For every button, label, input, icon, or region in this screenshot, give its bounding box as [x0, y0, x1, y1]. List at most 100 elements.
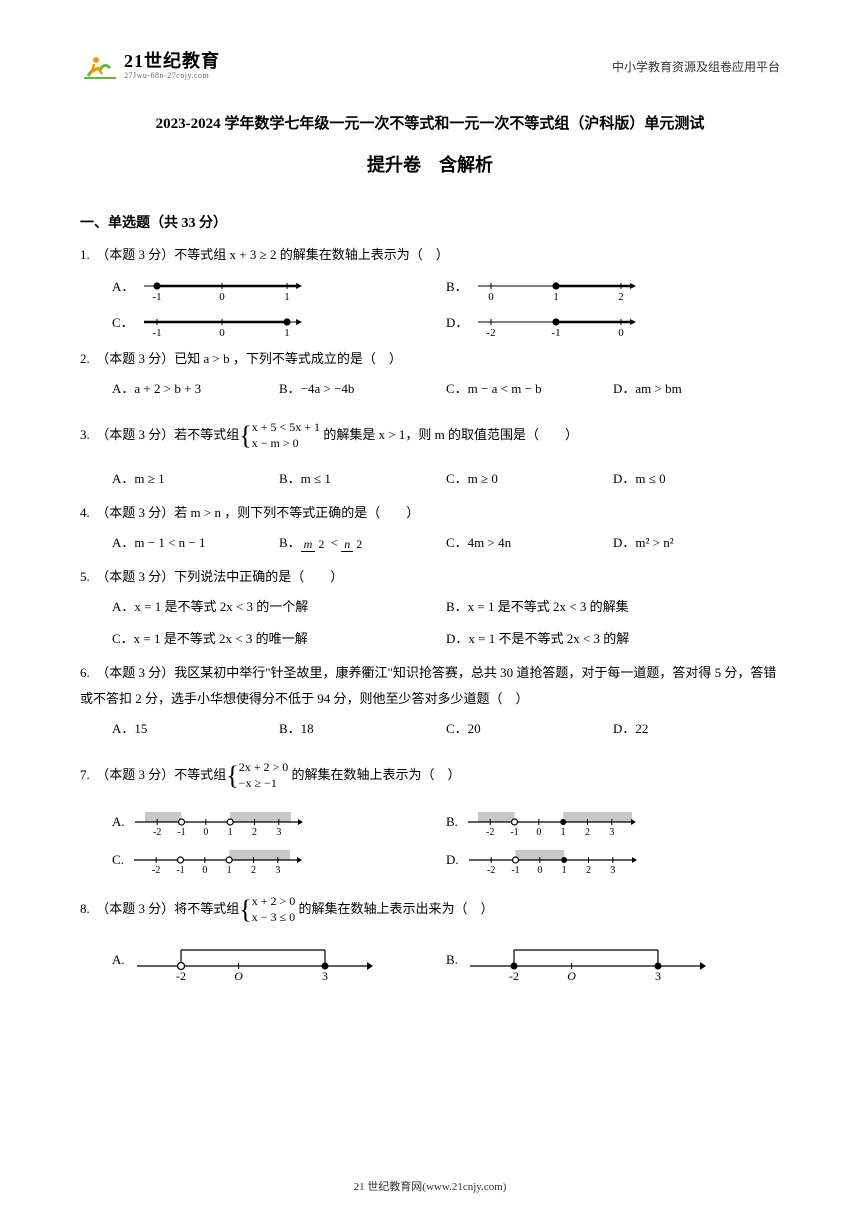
svg-text:0: 0 — [203, 827, 208, 838]
option: A．m − 1 < n − 1 — [112, 530, 279, 556]
svg-text:1: 1 — [284, 327, 290, 338]
svg-text:2: 2 — [618, 291, 624, 302]
logo: 21世纪教育 27Jwu-68n-27cnjy.com — [80, 50, 220, 82]
question-text: 4. （本题 3 分）若 m > n ，则下列不等式正确的是（ ） — [80, 500, 780, 526]
option: B．m2 < n2 — [279, 530, 446, 556]
numberline-q1b: 0 1 2 — [476, 272, 636, 302]
svg-text:-1: -1 — [177, 827, 185, 838]
option: B．m ≤ 1 — [279, 466, 446, 492]
option: B．x = 1 是不等式 2x < 3 的解集 — [446, 594, 780, 620]
exam-subtitle: 提升卷 含解析 — [80, 151, 780, 177]
svg-text:3: 3 — [609, 827, 614, 838]
numberline-q1d: -2 -1 0 — [476, 308, 636, 338]
svg-text:3: 3 — [322, 969, 328, 980]
svg-text:-2: -2 — [152, 865, 160, 876]
svg-text:1: 1 — [227, 865, 232, 876]
svg-text:O: O — [567, 969, 576, 980]
option: B．−4a > −4b — [279, 376, 446, 402]
question-8: 8. （本题 3 分）将不等式组{x + 2 > 0x − 3 ≤ 0 的解集在… — [80, 884, 780, 980]
option-label: B. — [446, 947, 458, 973]
svg-text:0: 0 — [202, 865, 207, 876]
numberline-q8a: -2 O 3 — [133, 940, 373, 980]
numberline-q8b: -2O3 — [466, 940, 706, 980]
question-7: 7. （本题 3 分）不等式组{2x + 2 > 0−x ≥ −1 的解集在数轴… — [80, 750, 780, 876]
svg-text:0: 0 — [220, 291, 226, 302]
svg-text:2: 2 — [252, 827, 257, 838]
svg-text:0: 0 — [537, 865, 542, 876]
svg-text:2: 2 — [585, 827, 590, 838]
logo-icon — [80, 50, 120, 82]
option: D．x = 1 不是不等式 2x < 3 的解 — [446, 626, 780, 652]
option-label: D． — [446, 310, 468, 336]
numberline-q7d: -2-10123 — [467, 844, 637, 876]
svg-text:0: 0 — [619, 327, 625, 338]
svg-text:-2: -2 — [487, 327, 496, 338]
svg-text:0: 0 — [219, 327, 225, 338]
option-label: C. — [112, 847, 124, 873]
svg-text:0: 0 — [488, 291, 494, 302]
svg-text:1: 1 — [553, 291, 559, 302]
svg-text:1: 1 — [227, 827, 232, 838]
svg-text:3: 3 — [655, 969, 661, 980]
option-label: B． — [446, 274, 468, 300]
numberline-q7a: -2 -1 0 1 2 3 — [133, 806, 303, 838]
question-4: 4. （本题 3 分）若 m > n ，则下列不等式正确的是（ ） A．m − … — [80, 500, 780, 556]
svg-text:-2: -2 — [153, 827, 161, 838]
svg-text:-1: -1 — [176, 865, 184, 876]
svg-text:3: 3 — [276, 827, 281, 838]
option: C．20 — [446, 716, 613, 742]
svg-text:-1: -1 — [510, 827, 518, 838]
option: A．m ≥ 1 — [112, 466, 279, 492]
svg-text:2: 2 — [586, 865, 591, 876]
svg-text:O: O — [234, 969, 243, 980]
question-text: 5. （本题 3 分）下列说法中正确的是（ ） — [80, 564, 780, 590]
svg-text:3: 3 — [275, 865, 280, 876]
svg-text:0: 0 — [536, 827, 541, 838]
option-label: C． — [112, 310, 134, 336]
question-text: 7. （本题 3 分）不等式组{2x + 2 > 0−x ≥ −1 的解集在数轴… — [80, 750, 780, 802]
question-1: 1. （本题 3 分）不等式组 x + 3 ≥ 2 的解集在数轴上表示为（ ） … — [80, 242, 780, 338]
option-label: A. — [112, 809, 125, 835]
question-text: 2. （本题 3 分）已知 a > b ，下列不等式成立的是（ ） — [80, 346, 780, 372]
option: A．a + 2 > b + 3 — [112, 376, 279, 402]
logo-url: 27Jwu-68n-27cnjy.com — [124, 72, 220, 81]
logo-text: 21世纪教育 — [124, 52, 220, 72]
option: C．4m > 4n — [446, 530, 613, 556]
svg-text:-2: -2 — [176, 969, 186, 980]
svg-text:-1: -1 — [153, 291, 162, 302]
option: C．x = 1 是不等式 2x < 3 的唯一解 — [112, 626, 446, 652]
option: C．m − a < m − b — [446, 376, 613, 402]
option: D．m ≤ 0 — [613, 466, 780, 492]
question-text: 1. （本题 3 分）不等式组 x + 3 ≥ 2 的解集在数轴上表示为（ ） — [80, 242, 780, 268]
question-6: 6. （本题 3 分）我区某初中举行"针圣故里，康养衢江"知识抢答赛，总共 30… — [80, 660, 780, 742]
option: A．x = 1 是不等式 2x < 3 的一个解 — [112, 594, 446, 620]
svg-text:1: 1 — [285, 291, 291, 302]
svg-text:-2: -2 — [487, 865, 495, 876]
option-label: A. — [112, 947, 125, 973]
question-text: 8. （本题 3 分）将不等式组{x + 2 > 0x − 3 ≤ 0 的解集在… — [80, 884, 780, 936]
option: C．m ≥ 0 — [446, 466, 613, 492]
option: D．m² > n² — [613, 530, 780, 556]
svg-text:-1: -1 — [152, 327, 161, 338]
numberline-q1a: -1 0 1 — [142, 272, 302, 302]
question-2: 2. （本题 3 分）已知 a > b ，下列不等式成立的是（ ） A．a + … — [80, 346, 780, 402]
question-3: 3. （本题 3 分）若不等式组{x + 5 < 5x + 1x − m > 0… — [80, 410, 780, 492]
svg-text:1: 1 — [561, 827, 566, 838]
numberline-q1c: -1 0 1 — [142, 308, 302, 338]
svg-text:-1: -1 — [511, 865, 519, 876]
option: D．22 — [613, 716, 780, 742]
numberline-q7b: -2 -1 0 1 2 3 — [466, 806, 636, 838]
question-5: 5. （本题 3 分）下列说法中正确的是（ ） A．x = 1 是不等式 2x … — [80, 564, 780, 652]
page-header: 21世纪教育 27Jwu-68n-27cnjy.com 中小学教育资源及组卷应用… — [80, 50, 780, 82]
exam-title: 2023-2024 学年数学七年级一元一次不等式和一元一次不等式组（沪科版）单元… — [80, 112, 780, 133]
option: D．am > bm — [613, 376, 780, 402]
svg-text:-1: -1 — [552, 327, 561, 338]
option-label: B. — [446, 809, 458, 835]
svg-text:3: 3 — [610, 865, 615, 876]
section-heading: 一、单选题（共 33 分） — [80, 212, 780, 232]
option: B．18 — [279, 716, 446, 742]
question-text: 6. （本题 3 分）我区某初中举行"针圣故里，康养衢江"知识抢答赛，总共 30… — [80, 660, 780, 712]
option-label: A． — [112, 274, 134, 300]
svg-text:-2: -2 — [486, 827, 494, 838]
page-footer: 21 世纪教育网(www.21cnjy.com) — [0, 1178, 860, 1194]
